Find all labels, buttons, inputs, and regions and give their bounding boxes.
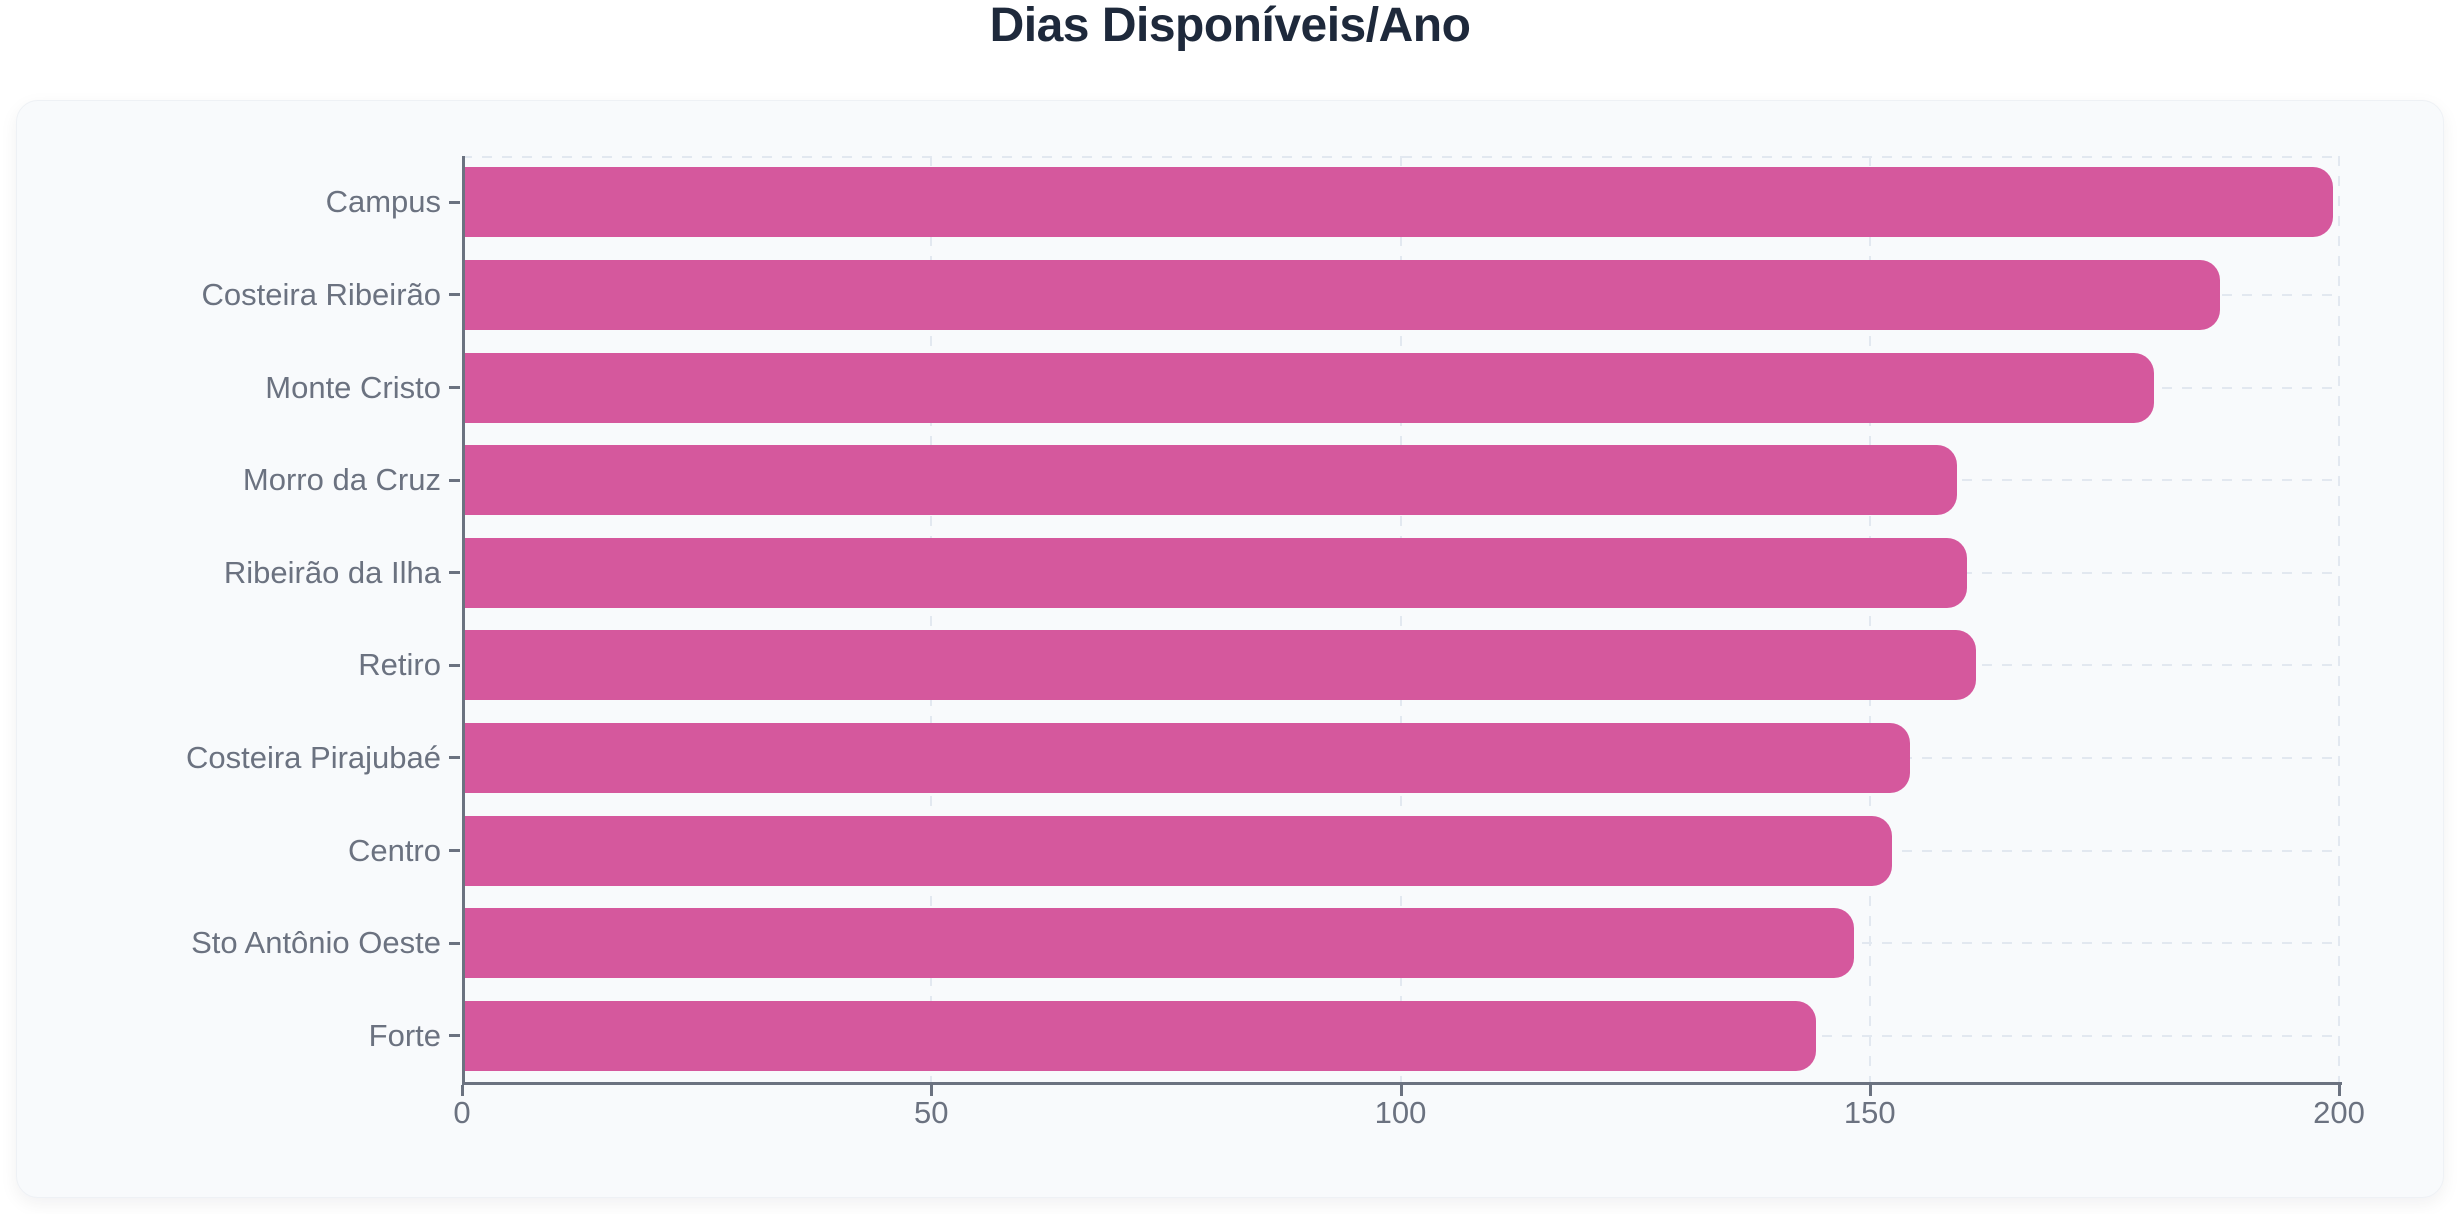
bar[interactable] (465, 167, 2333, 238)
bar[interactable] (465, 259, 2220, 330)
v-gridline (2338, 156, 2340, 1082)
category-label: Sto Antônio Oeste (191, 925, 441, 961)
category-label: Costeira Pirajubaé (185, 739, 441, 775)
x-tick-mark (1399, 1085, 1403, 1096)
x-tick-label: 50 (914, 1095, 949, 1130)
v-gridline (1399, 156, 1402, 1082)
x-tick-label: 150 (1843, 1095, 1896, 1130)
x-axis-line (462, 1082, 2342, 1085)
bar[interactable] (465, 815, 1892, 886)
y-tick-mark (449, 200, 460, 204)
y-tick-mark (449, 849, 460, 852)
category-label: Forte (368, 1017, 441, 1053)
category-label: Ribeirão da Ilha (223, 554, 441, 590)
x-tick-label: 100 (1374, 1095, 1427, 1130)
bar[interactable] (465, 537, 1967, 608)
bar[interactable] (465, 1000, 1817, 1071)
x-tick-label: 0 (453, 1095, 471, 1130)
bar[interactable] (465, 445, 1958, 516)
category-label: Centro (347, 832, 441, 868)
y-axis-line (462, 156, 465, 1085)
y-tick-mark (449, 571, 460, 575)
category-label: Morro da Cruz (242, 462, 441, 498)
category-label: Retiro (358, 647, 441, 683)
x-tick-label: 200 (2313, 1095, 2365, 1130)
category-label: Campus (325, 184, 441, 220)
chart-card: 0 50 100 150 200 Campus Costeira Ribeirão Monte… (16, 100, 2444, 1198)
y-tick-mark (449, 941, 460, 945)
v-gridline (930, 156, 933, 1082)
category-label: Costeira Ribeirão (201, 276, 442, 312)
v-gridline (1868, 156, 1871, 1082)
y-tick-mark (449, 293, 460, 297)
chart-title: Dias Disponíveis/Ano (989, 0, 1471, 52)
bar[interactable] (465, 908, 1854, 979)
y-tick-mark (449, 478, 460, 482)
y-tick-mark (449, 756, 460, 760)
x-tick-mark (930, 1085, 934, 1096)
x-tick-mark (461, 1085, 464, 1096)
x-tick-mark (1868, 1085, 1872, 1096)
y-tick-mark (449, 386, 460, 389)
category-label: Monte Cristo (265, 369, 441, 405)
x-tick-mark (2338, 1085, 2341, 1096)
bar[interactable] (465, 722, 1911, 793)
y-tick-mark (449, 663, 460, 667)
bar[interactable] (465, 630, 1976, 701)
plot-area: 0 50 100 150 200 Campus Costeira Ribeirão Monte… (17, 101, 2443, 1197)
y-tick-mark (449, 1034, 460, 1038)
bar[interactable] (465, 352, 2155, 423)
